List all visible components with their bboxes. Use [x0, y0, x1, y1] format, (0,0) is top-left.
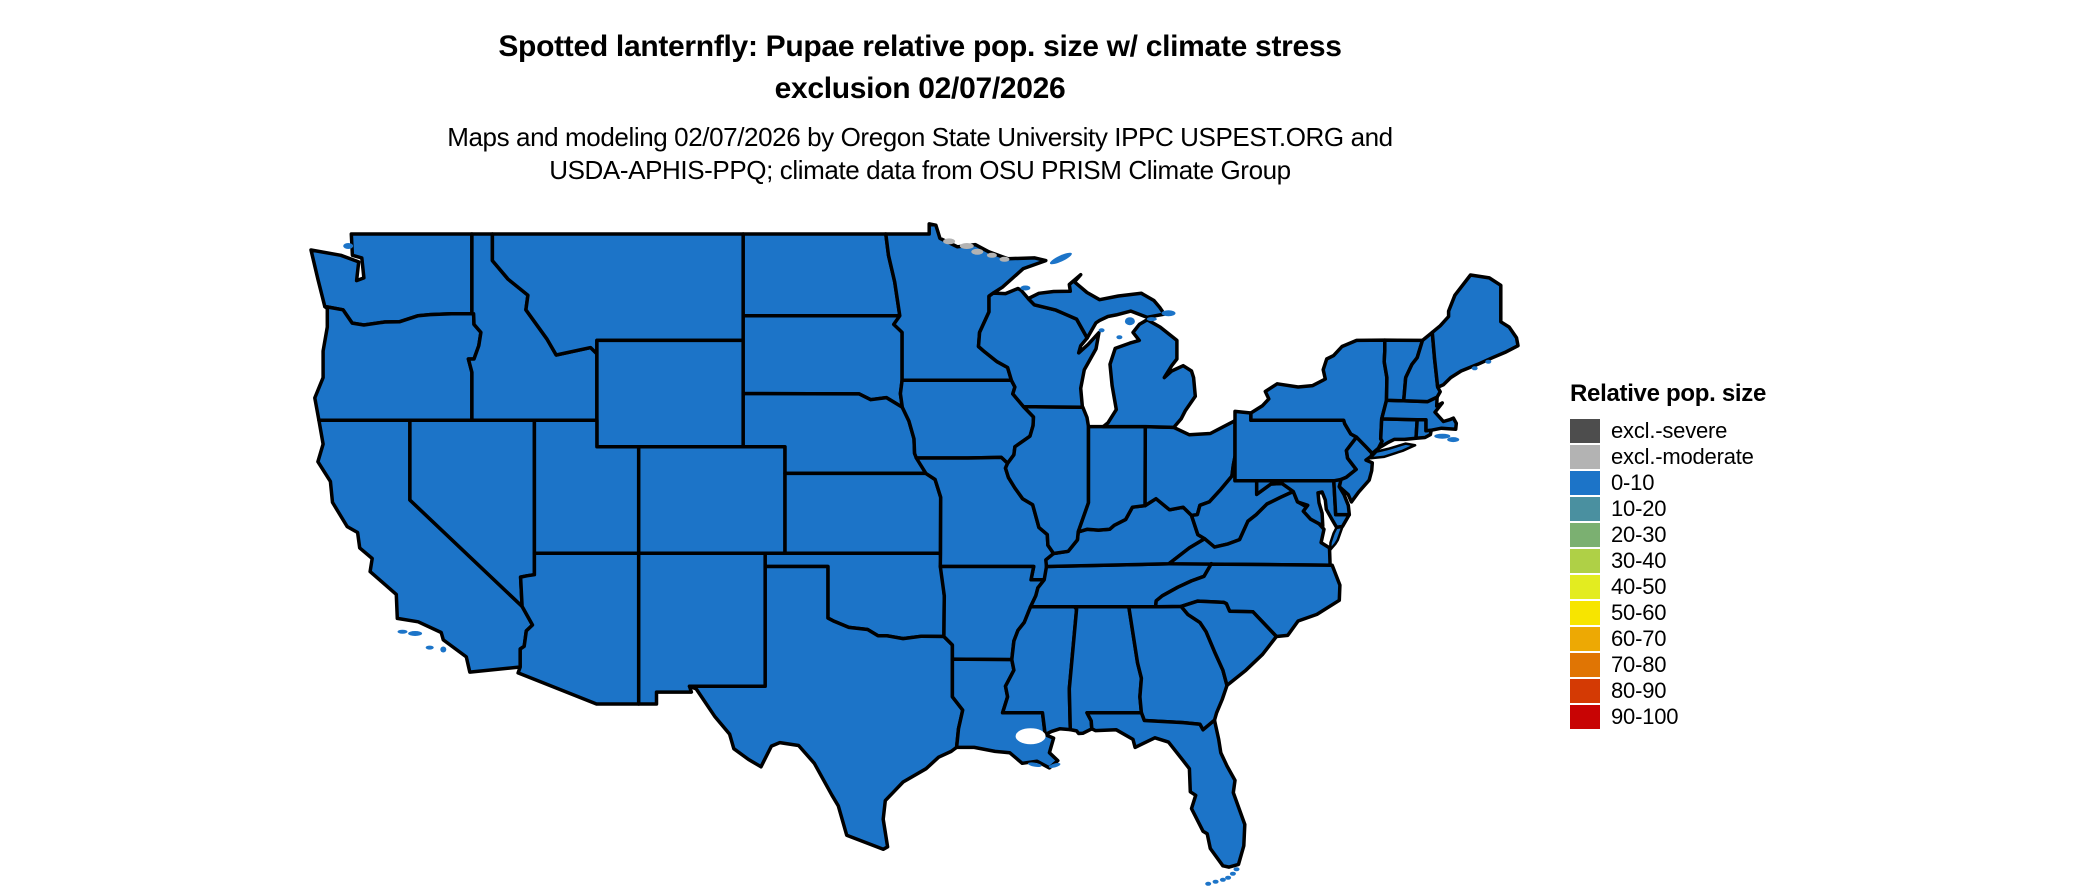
island-speck: [343, 243, 354, 249]
island-speck: [1212, 879, 1219, 884]
legend-label: 80-90: [1611, 678, 1667, 703]
state-sc: [1179, 599, 1279, 688]
island-speck: [1161, 310, 1176, 317]
legend-item: 80-90: [1570, 678, 1870, 703]
legend-swatch: [1570, 445, 1600, 469]
state-vae: [1328, 525, 1344, 552]
state-fl: [1085, 711, 1247, 869]
chart-title: Spotted lanternfly: Pupae relative pop. …: [0, 26, 1840, 110]
legend-swatch: [1570, 705, 1600, 729]
legend-label: 50-60: [1611, 600, 1667, 625]
state-tx: [687, 564, 965, 852]
chart-subtitle-line1: Maps and modeling 02/07/2026 by Oregon S…: [447, 122, 1393, 152]
legend-label: 90-100: [1611, 704, 1679, 729]
legend-item: 50-60: [1570, 600, 1870, 625]
island-speck: [1229, 871, 1236, 876]
island-speck: [1471, 366, 1478, 371]
excluded-lake-patch: [959, 243, 974, 249]
state-li: [1369, 442, 1417, 460]
legend-label: 20-30: [1611, 522, 1667, 547]
island-speck: [1225, 875, 1232, 880]
excluded-lake-patch: [943, 238, 956, 245]
state-mil: [1101, 317, 1198, 430]
legend-item: 70-80: [1570, 652, 1870, 677]
legend-label: 60-70: [1611, 626, 1667, 651]
legend-swatch: [1570, 471, 1600, 495]
legend-item: 10-20: [1570, 496, 1870, 521]
island-speck: [1027, 762, 1042, 768]
legend-swatch: [1570, 419, 1600, 443]
legend-swatch: [1570, 497, 1600, 521]
chart-subtitle: Maps and modeling 02/07/2026 by Oregon S…: [0, 121, 1840, 187]
legend-item: 30-40: [1570, 548, 1870, 573]
state-wy: [595, 338, 745, 449]
legend-swatch: [1570, 627, 1600, 651]
legend-item: 60-70: [1570, 626, 1870, 651]
legend-title: Relative pop. size: [1570, 380, 1766, 407]
state-nd: [741, 232, 902, 318]
state-az: [516, 551, 641, 706]
legend-swatch: [1570, 601, 1600, 625]
legend-item: excl.-severe: [1570, 418, 1870, 443]
island-speck: [1205, 881, 1212, 886]
legend-item: excl.-moderate: [1570, 444, 1870, 469]
chart-title-line2: exclusion 02/07/2026: [774, 72, 1066, 105]
legend-swatch: [1570, 575, 1600, 599]
island-speck: [1485, 359, 1492, 364]
excluded-lake-patch: [986, 252, 997, 258]
island-speck: [1447, 437, 1460, 443]
island-speck: [1434, 433, 1451, 439]
legend-swatch: [1570, 679, 1600, 703]
legend-label: excl.-moderate: [1611, 444, 1754, 469]
island-speck: [440, 646, 447, 653]
state-md: [1254, 479, 1352, 530]
island-speck: [1020, 285, 1031, 291]
state-va: [1167, 489, 1332, 567]
island-speck: [1124, 317, 1135, 326]
island-speck: [1048, 763, 1061, 768]
state-nm: [636, 551, 767, 706]
legend-rows: excl.-severe excl.-moderate 0-10 10-20 20-30…: [1570, 418, 1870, 729]
state-co: [636, 445, 787, 555]
island-speck: [397, 629, 408, 634]
state-me: [1430, 273, 1520, 389]
island-speck: [1146, 317, 1157, 322]
chart-subtitle-line2: USDA-APHIS-PPQ; climate data from OSU PR…: [549, 155, 1291, 185]
legend-swatch: [1570, 653, 1600, 677]
state-ks: [783, 471, 943, 555]
excluded-lake-patch: [971, 248, 984, 255]
legend-swatch: [1570, 523, 1600, 547]
legend-item: 20-30: [1570, 522, 1870, 547]
island-speck: [1233, 867, 1240, 872]
lake-patch: [1015, 728, 1046, 745]
legend-label: 30-40: [1611, 548, 1667, 573]
legend-label: 10-20: [1611, 496, 1667, 521]
legend-item: 40-50: [1570, 574, 1870, 599]
state-miu: [1026, 272, 1167, 340]
island-speck: [1219, 877, 1226, 882]
legend-label: 70-80: [1611, 652, 1667, 677]
legend-swatch: [1570, 549, 1600, 573]
island-speck: [1116, 335, 1123, 340]
legend-label: 40-50: [1611, 574, 1667, 599]
island-speck: [425, 645, 434, 650]
legend-label: excl.-severe: [1611, 418, 1728, 443]
island-speck: [1098, 328, 1105, 333]
excluded-lake-patch: [999, 256, 1010, 262]
island-speck: [1049, 252, 1072, 265]
island-speck: [408, 631, 423, 636]
legend-item: 0-10: [1570, 470, 1870, 495]
state-or: [313, 304, 483, 422]
chart-title-line1: Spotted lanternfly: Pupae relative pop. …: [498, 30, 1342, 63]
legend-item: 90-100: [1570, 704, 1870, 729]
legend-label: 0-10: [1611, 470, 1655, 495]
map-legend: Relative pop. size excl.-severe excl.-mod…: [1570, 380, 1870, 731]
